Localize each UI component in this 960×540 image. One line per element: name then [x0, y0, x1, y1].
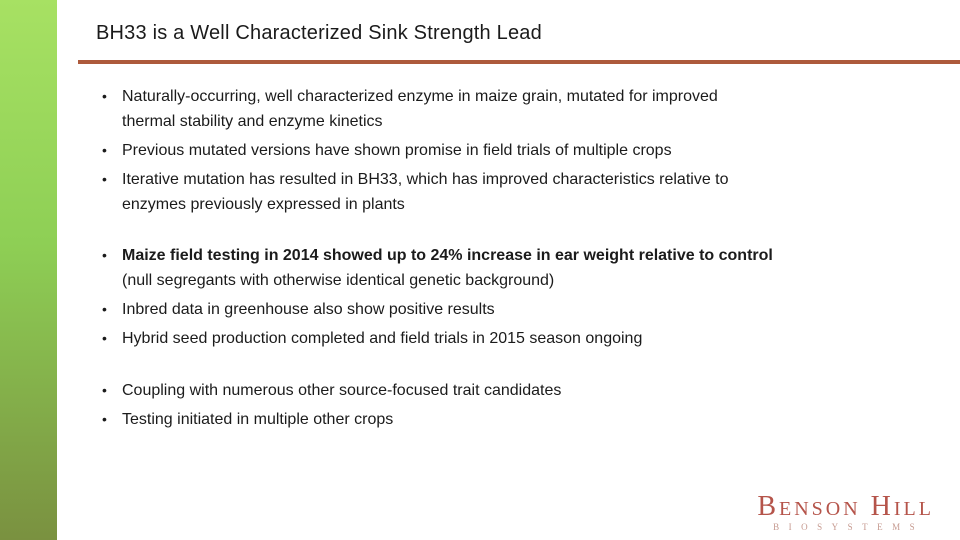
list-item: Previous mutated versions have shown pro…	[96, 138, 960, 163]
list-item: Coupling with numerous other source-focu…	[96, 378, 960, 403]
bullet-text: Testing initiated in multiple other crop…	[122, 411, 394, 428]
bullet-text-bold: Maize field testing in 2014 showed up to…	[122, 247, 773, 264]
green-gradient-sidebar	[0, 0, 57, 540]
list-item: Testing initiated in multiple other crop…	[96, 407, 960, 432]
slide-content: BH33 is a Well Characterized Sink Streng…	[78, 20, 960, 436]
logo-subtitle: BIOSYSTEMS	[773, 522, 925, 532]
bullet-text: Coupling with numerous other source-focu…	[122, 382, 562, 399]
logo-wordmark: Benson Hill	[757, 491, 934, 522]
benson-hill-logo: Benson Hill BIOSYSTEMS	[757, 491, 934, 533]
list-item: Inbred data in greenhouse also show posi…	[96, 297, 960, 322]
bullet-text: Previous mutated versions have shown pro…	[122, 142, 672, 159]
title-divider	[78, 60, 960, 64]
bullet-group-3: Coupling with numerous other source-focu…	[96, 378, 960, 432]
list-item: Naturally-occurring, well characterized …	[96, 84, 960, 134]
bullet-text: Hybrid seed production completed and fie…	[122, 330, 643, 347]
bullet-text: (null segregants with otherwise identica…	[122, 272, 555, 289]
list-item: Maize field testing in 2014 showed up to…	[96, 243, 960, 293]
bullet-group-2: Maize field testing in 2014 showed up to…	[96, 243, 960, 351]
page-title: BH33 is a Well Characterized Sink Streng…	[96, 22, 542, 44]
list-item: Iterative mutation has resulted in BH33,…	[96, 167, 960, 217]
bullet-text: Naturally-occurring, well characterized …	[122, 88, 718, 130]
bullet-text: Iterative mutation has resulted in BH33,…	[122, 171, 729, 213]
list-item: Hybrid seed production completed and fie…	[96, 326, 960, 351]
bullet-text: Inbred data in greenhouse also show posi…	[122, 301, 495, 318]
bullet-group-1: Naturally-occurring, well characterized …	[96, 84, 960, 217]
